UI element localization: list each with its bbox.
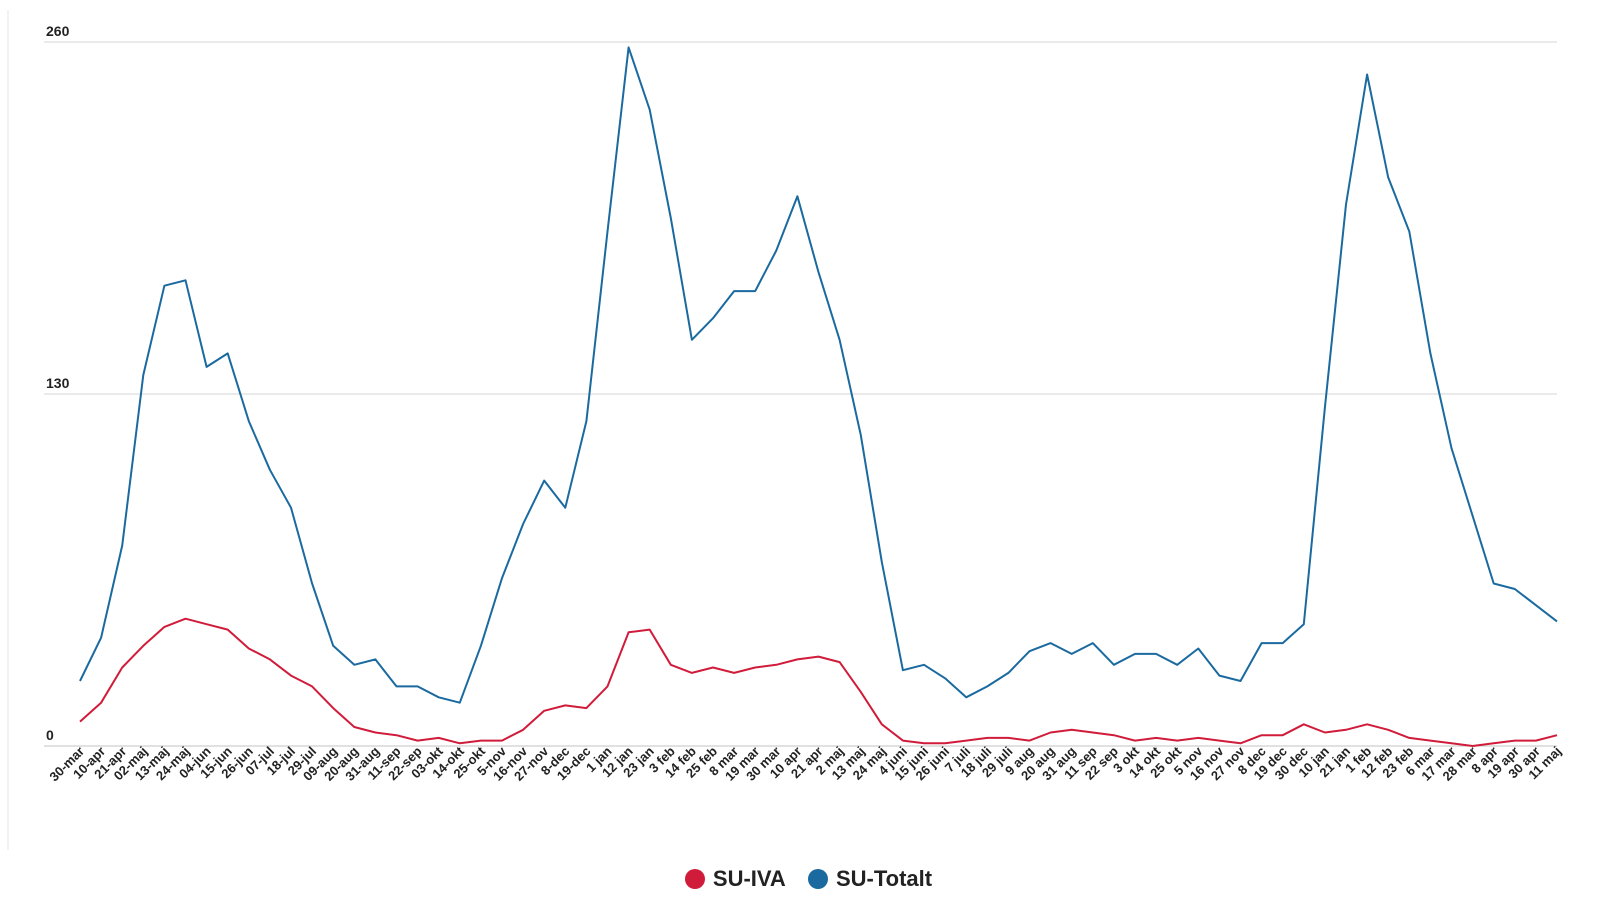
legend-item-su-totalt[interactable]: SU-Totalt — [808, 866, 932, 892]
legend-label-su-totalt: SU-Totalt — [836, 866, 932, 892]
legend-swatch-su-iva — [685, 869, 705, 889]
line-chart: 0 130 260 30-mar10-apr21-apr02-maj13-maj24… — [0, 0, 1617, 860]
y-axis-ticks: 0 130 260 — [46, 23, 70, 743]
y-tick-label: 0 — [46, 727, 54, 743]
series-line-su-totalt — [80, 47, 1557, 702]
y-tick-label: 130 — [46, 375, 70, 391]
y-grid — [8, 10, 1557, 850]
legend-label-su-iva: SU-IVA — [713, 866, 786, 892]
legend: SU-IVA SU-Totalt — [0, 866, 1617, 895]
series-lines — [80, 47, 1557, 746]
y-tick-label: 260 — [46, 23, 70, 39]
series-line-su-iva — [80, 619, 1557, 746]
legend-item-su-iva[interactable]: SU-IVA — [685, 866, 786, 892]
x-axis-ticks: 30-mar10-apr21-apr02-maj13-maj24-maj04-j… — [46, 743, 1564, 784]
legend-swatch-su-totalt — [808, 869, 828, 889]
